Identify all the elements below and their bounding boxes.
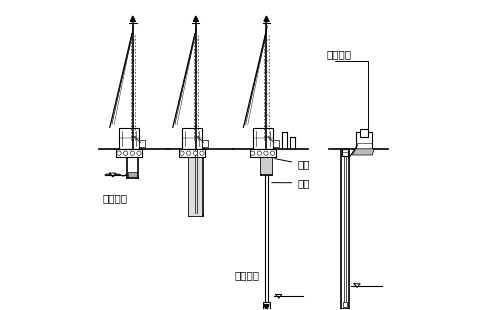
Bar xyxy=(261,150,272,174)
Bar xyxy=(342,149,348,156)
Bar xyxy=(273,140,279,147)
Circle shape xyxy=(257,151,261,155)
Circle shape xyxy=(117,151,121,155)
Bar xyxy=(139,140,145,147)
Circle shape xyxy=(137,151,141,155)
Text: 除砂设备: 除砂设备 xyxy=(326,49,352,59)
Bar xyxy=(179,149,205,157)
Bar xyxy=(116,149,142,157)
Circle shape xyxy=(250,151,255,155)
Bar xyxy=(202,140,208,147)
Circle shape xyxy=(271,151,275,155)
Circle shape xyxy=(180,151,184,155)
Bar xyxy=(119,128,139,149)
Polygon shape xyxy=(193,16,198,21)
Bar xyxy=(182,128,202,149)
Text: 泥浆: 泥浆 xyxy=(272,178,310,188)
Circle shape xyxy=(186,151,191,155)
Bar xyxy=(189,152,202,216)
Polygon shape xyxy=(352,149,374,155)
Text: 设计深度: 设计深度 xyxy=(234,270,259,280)
Polygon shape xyxy=(130,16,135,21)
Bar xyxy=(343,303,347,307)
Polygon shape xyxy=(264,16,269,21)
Text: 护筒: 护筒 xyxy=(275,159,310,169)
Circle shape xyxy=(264,151,268,155)
Bar xyxy=(128,172,138,176)
Circle shape xyxy=(200,151,204,155)
Bar xyxy=(249,149,276,157)
Text: 护筒底端: 护筒底端 xyxy=(102,193,127,203)
Circle shape xyxy=(130,151,135,155)
Bar xyxy=(360,129,368,137)
Polygon shape xyxy=(264,305,269,310)
Circle shape xyxy=(124,151,128,155)
Bar xyxy=(355,132,372,149)
Bar xyxy=(252,128,273,149)
Circle shape xyxy=(193,151,198,155)
Polygon shape xyxy=(263,303,270,310)
